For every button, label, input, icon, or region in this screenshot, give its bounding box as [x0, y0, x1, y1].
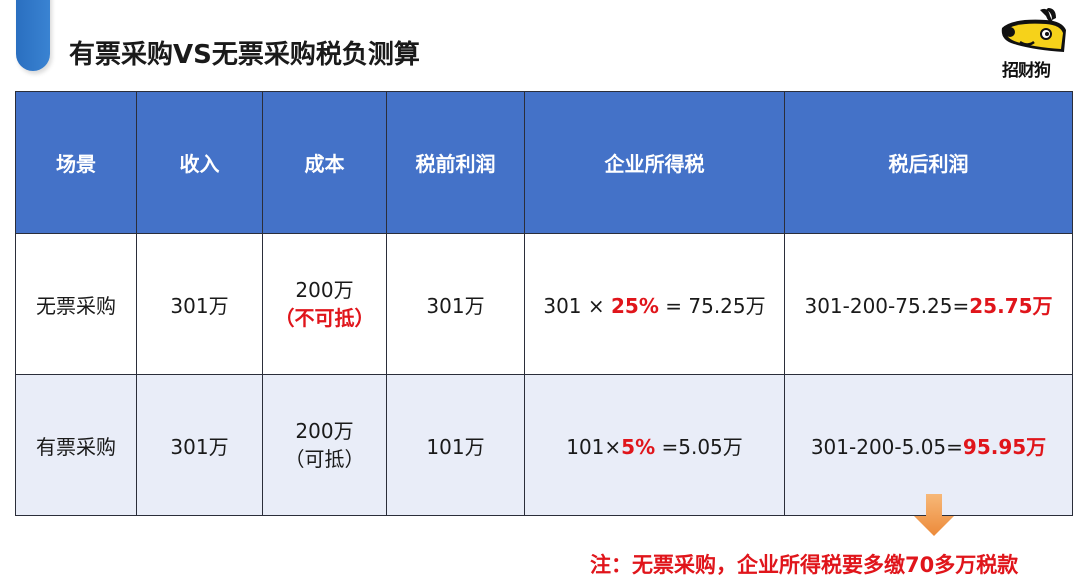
cell-after-tax-profit: 301-200-5.05=95.95万 — [784, 374, 1073, 516]
cell-income: 301万 — [136, 374, 263, 516]
table-row-no-invoice: 无票采购 301万 200万 （不可抵） 301万 301 × 25% = 75… — [15, 233, 1073, 375]
cost-value: 200万 — [295, 419, 354, 443]
cell-income: 301万 — [136, 233, 263, 375]
column-header-corporate-income-tax: 企业所得税 — [524, 91, 785, 234]
column-header-after-tax-profit: 税后利润 — [784, 91, 1073, 234]
column-header-income: 收入 — [136, 91, 263, 234]
cell-pretax-profit: 101万 — [386, 374, 525, 516]
cit-suffix: =5.05万 — [655, 434, 743, 459]
cit-prefix: 101× — [566, 434, 622, 459]
cit-suffix: = 75.25万 — [658, 293, 766, 318]
table-header-row: 场景 收入 成本 税前利润 企业所得税 税后利润 — [15, 91, 1073, 234]
tax-comparison-table: 场景 收入 成本 税前利润 企业所得税 税后利润 无票采购 301万 200万 … — [15, 91, 1073, 516]
cit-rate: 25% — [611, 293, 659, 318]
cit-rate: 5% — [621, 434, 656, 459]
cost-note: （可抵） — [284, 447, 365, 471]
cell-after-tax-profit: 301-200-75.25=25.75万 — [784, 233, 1073, 375]
cell-scenario: 无票采购 — [15, 233, 137, 375]
table-row-with-invoice: 有票采购 301万 200万 （可抵） 101万 101×5% =5.05万 3… — [15, 374, 1073, 516]
down-arrow-icon — [914, 494, 954, 536]
cell-cost: 200万 （不可抵） — [262, 233, 387, 375]
after-tax-formula: 301-200-5.05= — [810, 434, 963, 459]
after-tax-result: 25.75万 — [969, 293, 1053, 318]
after-tax-result: 95.95万 — [962, 434, 1047, 459]
cost-note: （不可抵） — [274, 306, 375, 330]
column-header-scenario: 场景 — [15, 91, 137, 234]
logo-text: 招财狗 — [1002, 61, 1051, 81]
cit-prefix: 301 × — [543, 293, 612, 318]
cell-pretax-profit: 301万 — [386, 233, 525, 375]
cell-cost: 200万 （可抵） — [262, 374, 387, 516]
column-header-pretax-profit: 税前利润 — [386, 91, 525, 234]
after-tax-formula: 301-200-75.25= — [804, 293, 970, 318]
column-header-cost: 成本 — [262, 91, 387, 234]
cell-corporate-income-tax: 101×5% =5.05万 — [524, 374, 785, 516]
cell-scenario: 有票采购 — [15, 374, 137, 516]
cost-value: 200万 — [295, 278, 354, 302]
yellow-dog-logo-icon — [1001, 8, 1066, 52]
footnote: 注：无票采购，企业所得税要多缴70多万税款 — [590, 553, 1019, 577]
page-title: 有票采购VS无票采购税负测算 — [69, 40, 420, 70]
title-accent-bar — [16, 0, 50, 71]
cell-corporate-income-tax: 301 × 25% = 75.25万 — [524, 233, 785, 375]
